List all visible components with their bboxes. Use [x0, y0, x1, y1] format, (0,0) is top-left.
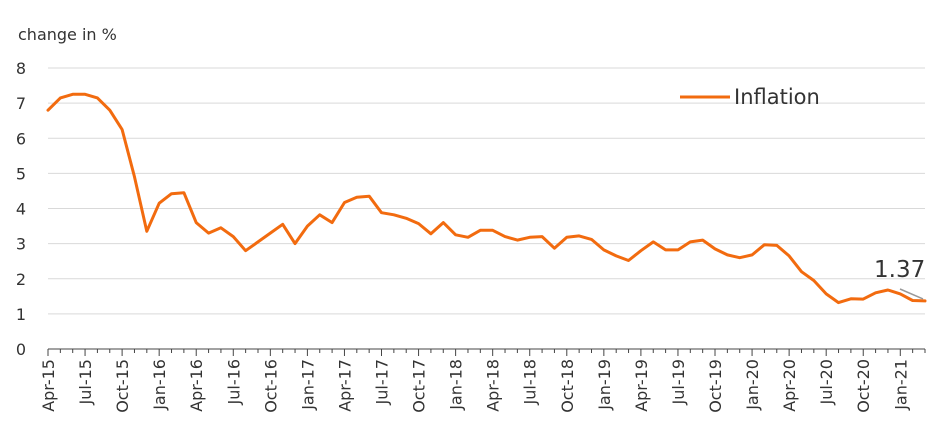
x-tick-label: Jul-20: [817, 359, 836, 405]
y-tick-label: 7: [16, 94, 26, 113]
legend-label: Inflation: [734, 85, 820, 109]
x-tick-label: Jan-16: [150, 359, 169, 411]
x-tick-label: Jan-19: [595, 359, 614, 411]
y-tick-label: 6: [16, 129, 26, 148]
y-tick-labels: 0 1 2 3 4 5 6 7 8: [16, 59, 26, 359]
x-tick-label: Jul-16: [224, 359, 243, 405]
x-tick-label: Apr-15: [39, 359, 58, 412]
series-line-inflation: [46, 92, 927, 305]
y-tick-label: 2: [16, 270, 26, 289]
series-layer: [46, 92, 927, 305]
annotation-leader: [899, 288, 924, 300]
x-tick-label: Oct-20: [854, 359, 873, 413]
x-tick-label: Apr-17: [335, 359, 354, 412]
x-tick-label: Jul-17: [373, 359, 392, 405]
y-tick-label: 1: [16, 305, 26, 324]
x-tick-label: Apr-18: [484, 359, 503, 412]
legend: Inflation: [680, 85, 820, 109]
x-axis: Apr-15 Jul-15 Oct-15 Jan-16 Apr-16 Jul-16 Oct-…: [39, 348, 926, 413]
y-tick-label: 0: [16, 340, 26, 359]
x-tick-label: Oct-19: [706, 359, 725, 413]
x-tick-label: Oct-18: [558, 359, 577, 413]
x-tick-label: Jul-15: [76, 359, 95, 405]
y-tick-label: 8: [16, 59, 26, 78]
y-tick-label: 5: [16, 164, 26, 183]
y-tick-label: 3: [16, 235, 26, 254]
x-tick-label: Jan-17: [298, 359, 317, 411]
x-tick-label: Apr-16: [187, 359, 206, 412]
annotation-label: 1.37: [874, 257, 925, 283]
y-axis-label: change in %: [18, 25, 117, 44]
x-tick-label: Apr-20: [780, 359, 799, 412]
x-tick-label: Oct-15: [113, 359, 132, 413]
x-tick-label: Jan-21: [891, 359, 910, 411]
x-tick-label: Oct-16: [261, 359, 280, 413]
y-tick-label: 4: [16, 200, 26, 219]
x-tick-label: Oct-17: [410, 359, 429, 413]
gridlines: [48, 67, 925, 315]
x-tick-label: Jul-18: [521, 359, 540, 405]
x-tick-label: Apr-19: [632, 359, 651, 412]
x-tick-label: Jan-20: [743, 359, 762, 411]
x-tick-label: Jul-19: [669, 359, 688, 405]
x-tick-label: Jan-18: [447, 359, 466, 411]
annotation: 1.37: [874, 257, 925, 300]
